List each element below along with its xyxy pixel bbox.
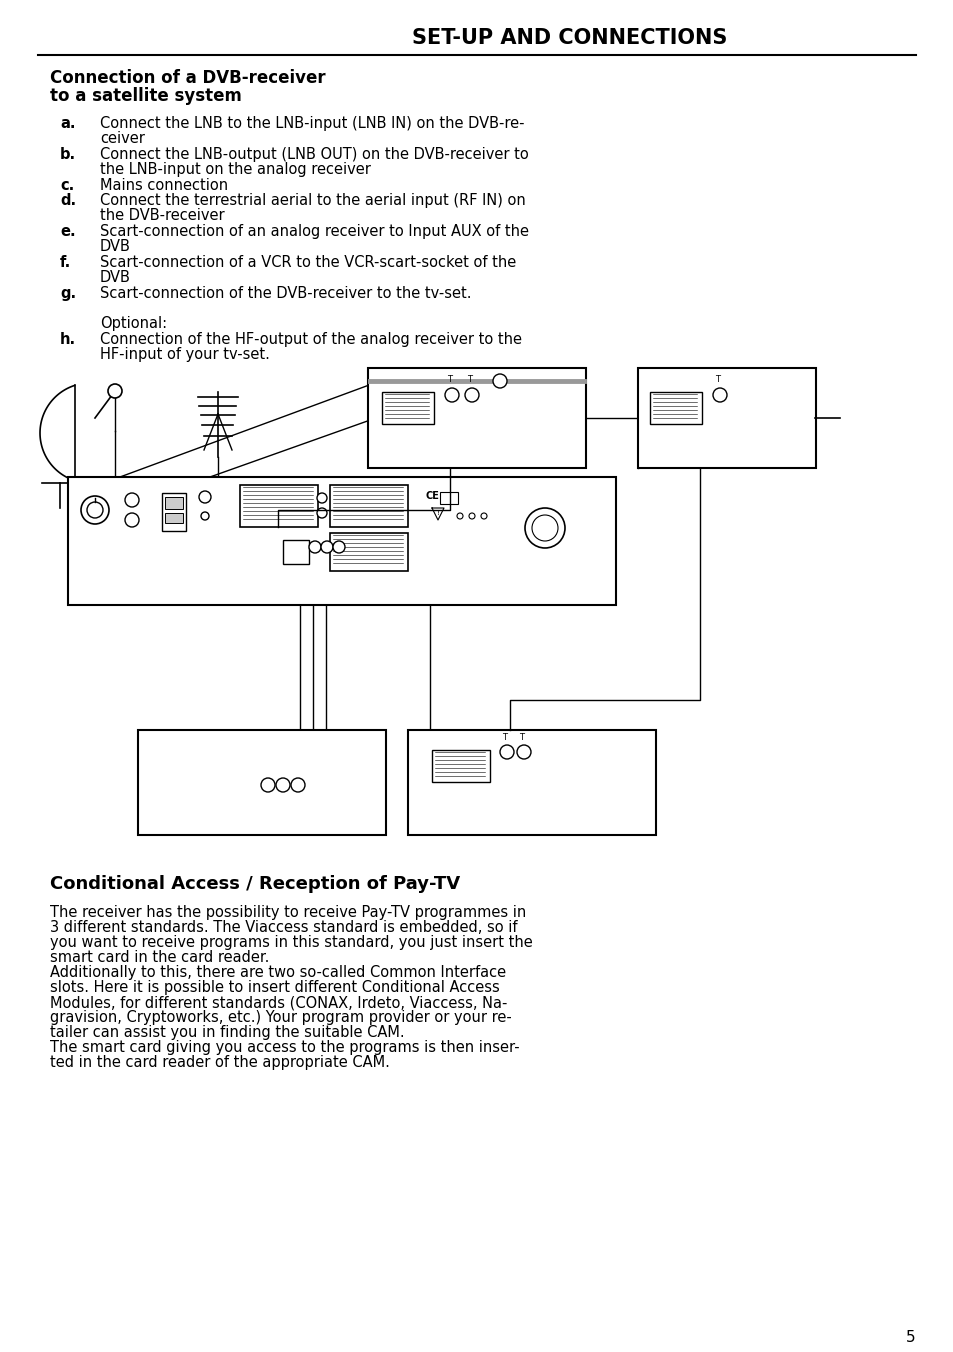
Text: 3 different standards. The Viaccess standard is embedded, so if: 3 different standards. The Viaccess stan…	[50, 919, 517, 936]
Circle shape	[291, 777, 305, 792]
Circle shape	[469, 512, 475, 519]
Bar	[330, 533, 408, 571]
Text: Connect the terrestrial aerial to the aerial input (RF IN) on: Connect the terrestrial aerial to the ae…	[100, 193, 525, 208]
Text: Mains connection: Mains connection	[100, 178, 228, 193]
Bar	[240, 485, 317, 527]
Circle shape	[712, 388, 726, 402]
Bar	[165, 512, 183, 523]
Text: The smart card giving you access to the programs is then inser-: The smart card giving you access to the …	[50, 1040, 519, 1055]
Bar	[408, 730, 656, 836]
Circle shape	[532, 515, 558, 541]
Text: c.: c.	[60, 178, 74, 193]
Text: !: !	[436, 510, 439, 516]
Bar	[283, 539, 309, 564]
Text: DVB: DVB	[100, 239, 131, 254]
Text: you want to receive programs in this standard, you just insert the: you want to receive programs in this sta…	[50, 936, 532, 950]
Text: gravision, Cryptoworks, etc.) Your program provider or your re-: gravision, Cryptoworks, etc.) Your progr…	[50, 1010, 511, 1025]
Text: T: T	[467, 375, 472, 384]
Text: tailer can assist you in finding the suitable CAM.: tailer can assist you in finding the sui…	[50, 1025, 404, 1040]
Text: ted in the card reader of the appropriate CAM.: ted in the card reader of the appropriat…	[50, 1055, 390, 1069]
Text: Conditional Access / Reception of Pay-TV: Conditional Access / Reception of Pay-TV	[50, 875, 459, 894]
Text: to a satellite system: to a satellite system	[50, 87, 242, 105]
Circle shape	[517, 745, 531, 758]
Circle shape	[524, 508, 564, 548]
Text: a.: a.	[60, 116, 75, 131]
Circle shape	[480, 512, 486, 519]
Bar	[368, 368, 585, 468]
Text: Additionally to this, there are two so-called Common Interface: Additionally to this, there are two so-c…	[50, 965, 506, 980]
Circle shape	[333, 541, 345, 553]
Circle shape	[81, 496, 109, 525]
Circle shape	[199, 491, 211, 503]
Circle shape	[493, 375, 506, 388]
Text: Scart-connection of a VCR to the VCR-scart-socket of the: Scart-connection of a VCR to the VCR-sca…	[100, 256, 516, 270]
Circle shape	[316, 508, 327, 518]
Text: e.: e.	[60, 224, 75, 239]
Bar	[330, 485, 408, 527]
Text: The receiver has the possibility to receive Pay-TV programmes in: The receiver has the possibility to rece…	[50, 904, 526, 919]
Text: Connect the LNB to the LNB-input (LNB IN) on the DVB-re-: Connect the LNB to the LNB-input (LNB IN…	[100, 116, 524, 131]
Text: T: T	[502, 733, 507, 741]
Bar	[638, 368, 815, 468]
Text: CE: CE	[426, 491, 439, 502]
Text: Scart-connection of an analog receiver to Input AUX of the: Scart-connection of an analog receiver t…	[100, 224, 529, 239]
Text: Modules, for different standards (CONAX, Irdeto, Viaccess, Na-: Modules, for different standards (CONAX,…	[50, 995, 507, 1010]
Text: T: T	[519, 733, 524, 741]
Circle shape	[444, 388, 458, 402]
Text: g.: g.	[60, 287, 76, 301]
Text: the LNB-input on the analog receiver: the LNB-input on the analog receiver	[100, 162, 371, 177]
Circle shape	[201, 512, 209, 521]
Bar	[165, 498, 183, 508]
Text: d.: d.	[60, 193, 76, 208]
Text: b.: b.	[60, 147, 76, 162]
Circle shape	[456, 512, 462, 519]
Circle shape	[125, 512, 139, 527]
Text: Scart-connection of the DVB-receiver to the tv-set.: Scart-connection of the DVB-receiver to …	[100, 287, 471, 301]
Circle shape	[108, 384, 122, 397]
Bar	[432, 750, 490, 781]
Bar	[381, 392, 434, 425]
Text: Optional:: Optional:	[100, 316, 167, 331]
Text: T: T	[715, 375, 720, 384]
Text: Connect the LNB-output (LNB OUT) on the DVB-receiver to: Connect the LNB-output (LNB OUT) on the …	[100, 147, 528, 162]
Circle shape	[125, 493, 139, 507]
Text: 5: 5	[905, 1330, 915, 1345]
Circle shape	[309, 541, 320, 553]
Text: DVB: DVB	[100, 270, 131, 285]
Circle shape	[275, 777, 290, 792]
Bar	[649, 392, 701, 425]
Circle shape	[316, 493, 327, 503]
Text: T: T	[447, 375, 452, 384]
Text: smart card in the card reader.: smart card in the card reader.	[50, 950, 269, 965]
Circle shape	[261, 777, 274, 792]
Text: ceiver: ceiver	[100, 131, 145, 146]
Bar	[138, 730, 386, 836]
Circle shape	[464, 388, 478, 402]
Text: Connection of a DVB-receiver: Connection of a DVB-receiver	[50, 69, 325, 87]
Text: Connection of the HF-output of the analog receiver to the: Connection of the HF-output of the analo…	[100, 333, 521, 347]
Text: SET-UP AND CONNECTIONS: SET-UP AND CONNECTIONS	[412, 28, 727, 49]
Bar	[68, 477, 616, 604]
Text: h.: h.	[60, 333, 76, 347]
Text: slots. Here it is possible to insert different Conditional Access: slots. Here it is possible to insert dif…	[50, 980, 499, 995]
Bar	[162, 493, 186, 531]
Bar	[439, 492, 457, 504]
Text: HF-input of your tv-set.: HF-input of your tv-set.	[100, 347, 270, 362]
Circle shape	[499, 745, 514, 758]
Circle shape	[320, 541, 333, 553]
Text: f.: f.	[60, 256, 71, 270]
Text: the DVB-receiver: the DVB-receiver	[100, 208, 224, 223]
Circle shape	[87, 502, 103, 518]
